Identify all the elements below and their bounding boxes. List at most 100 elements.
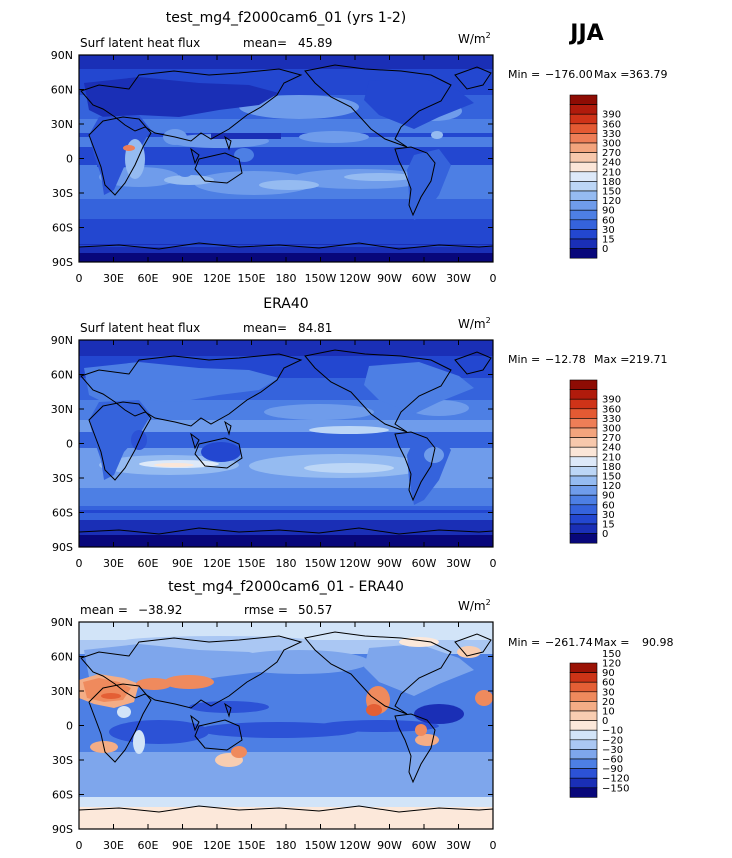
colorbar-label: 360 xyxy=(602,119,621,130)
mean-value: 84.81 xyxy=(298,321,332,335)
x-tick-label: 60E xyxy=(138,272,159,285)
x-tick-label: 150E xyxy=(238,557,266,570)
colorbar-label: 120 xyxy=(602,481,621,492)
colorbar-label: 0 xyxy=(602,244,608,255)
y-axis: 90N 60N 30N 0 30S 60S 90S xyxy=(51,49,493,269)
min-label: Min = xyxy=(508,68,540,81)
colorbar-box xyxy=(569,142,598,153)
colorbar-label: −120 xyxy=(602,774,629,785)
colorbar-label: 210 xyxy=(602,167,621,178)
colorbar-box xyxy=(569,209,598,221)
min-value: −261.74 xyxy=(545,636,593,649)
mean-label: mean= xyxy=(243,321,287,335)
colorbar-label: 60 xyxy=(602,215,615,226)
x-tick-label: 30W xyxy=(446,272,471,285)
x-tick-label: 0 xyxy=(490,557,497,570)
map-field xyxy=(79,622,493,829)
x-tick-label: 150E xyxy=(238,272,266,285)
panel-title: test_mg4_f2000cam6_01 - ERA40 xyxy=(168,579,404,595)
colorbar-label: −20 xyxy=(602,735,623,746)
x-tick-label: 90W xyxy=(377,272,402,285)
x-tick-label: 60W xyxy=(412,557,437,570)
y-tick-label: 30S xyxy=(52,754,73,767)
colorbar-box xyxy=(569,446,598,458)
colorbar-label: 30 xyxy=(602,510,615,521)
colorbar-label: 120 xyxy=(602,659,621,670)
units-label: W/m2 xyxy=(458,316,491,331)
colorbar-label: 90 xyxy=(602,668,615,679)
y-tick-label: 60N xyxy=(51,369,73,382)
y-tick-label: 90N xyxy=(51,334,73,347)
y-tick-label: 60S xyxy=(52,507,73,520)
x-tick-label: 0 xyxy=(76,839,83,852)
panel-title: ERA40 xyxy=(263,296,308,312)
colorbar-box xyxy=(569,248,598,259)
colorbar-box xyxy=(569,466,598,477)
colorbar-box xyxy=(569,739,598,750)
colorbar-box xyxy=(569,456,598,467)
x-tick-label: 30E xyxy=(103,839,124,852)
colorbar-label: 15 xyxy=(602,520,615,531)
colorbar-box xyxy=(569,494,598,506)
mean-value: 45.89 xyxy=(298,36,332,50)
y-tick-label: 90N xyxy=(51,49,73,62)
x-tick-label: 90E xyxy=(172,557,193,570)
rmse-label: rmse = xyxy=(244,603,288,617)
x-tick-label: 180 xyxy=(276,557,297,570)
colorbar-label: 60 xyxy=(602,500,615,511)
colorbar-label: 20 xyxy=(602,697,615,708)
colorbar-box xyxy=(569,701,598,712)
coastlines xyxy=(79,64,493,250)
max-label: Max = xyxy=(594,353,629,366)
colorbar-label: 60 xyxy=(602,678,615,689)
x-tick-label: 60W xyxy=(412,272,437,285)
max-value: 219.71 xyxy=(629,353,668,366)
coastlines xyxy=(79,631,493,813)
colorbar-label: 240 xyxy=(602,158,621,169)
colorbar-label: 210 xyxy=(602,452,621,463)
variable-label: Surf latent heat flux xyxy=(80,36,200,50)
colorbar-box xyxy=(569,200,598,211)
x-tick-label: 60E xyxy=(138,557,159,570)
x-tick-label: 30W xyxy=(446,839,471,852)
min-value: −176.00 xyxy=(545,68,593,81)
colorbar-box xyxy=(569,152,598,163)
y-tick-label: 0 xyxy=(66,153,73,166)
x-tick-label: 180 xyxy=(276,272,297,285)
y-tick-label: 90N xyxy=(51,616,73,629)
panel-title: test_mg4_f2000cam6_01 (yrs 1-2) xyxy=(166,10,407,26)
colorbar-box xyxy=(569,475,598,486)
x-tick-label: 0 xyxy=(76,557,83,570)
coastlines xyxy=(79,349,493,535)
colorbar-box xyxy=(569,427,598,438)
x-tick-label: 150W xyxy=(305,272,337,285)
colorbar-label: 10 xyxy=(602,707,615,718)
colorbar-label: 180 xyxy=(602,462,621,473)
season-label: JJA xyxy=(568,21,603,46)
mean-label: mean= xyxy=(243,36,287,50)
colorbar-label: 330 xyxy=(602,414,621,425)
colorbar-box xyxy=(569,514,598,525)
colorbar-label: 270 xyxy=(602,433,621,444)
colorbar-box xyxy=(569,229,598,240)
x-tick-label: 120E xyxy=(203,272,231,285)
panel-era40: ERA40 Surf latent heat flux mean= 84.81 … xyxy=(51,296,668,570)
x-tick-label: 30W xyxy=(446,557,471,570)
y-tick-label: 0 xyxy=(66,720,73,733)
colorbar-box xyxy=(569,104,598,115)
colorbar-box xyxy=(569,662,598,673)
y-axis: 90N 60N 30N 0 30S 60S 90S xyxy=(51,616,493,836)
colorbar-label: 180 xyxy=(602,177,621,188)
colorbar-label: 300 xyxy=(602,424,621,435)
colorbar-box xyxy=(569,533,598,544)
colorbar-label: 150 xyxy=(602,649,621,660)
x-tick-label: 120W xyxy=(339,272,371,285)
colorbar-label: 390 xyxy=(602,110,621,121)
y-tick-label: 90S xyxy=(52,541,73,554)
x-tick-label: 120E xyxy=(203,557,231,570)
x-tick-label: 150W xyxy=(305,839,337,852)
max-value: 363.79 xyxy=(629,68,668,81)
x-tick-label: 180 xyxy=(276,839,297,852)
